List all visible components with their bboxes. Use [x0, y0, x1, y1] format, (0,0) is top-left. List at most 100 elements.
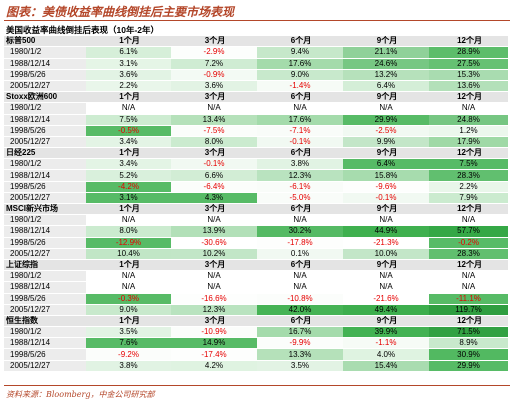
table-row: 1998/5/26 -0.5% -7.5% -7.1% -2.5% 1.2%	[4, 125, 509, 137]
return-cell: -9.6%	[343, 181, 429, 193]
inversion-date: 1998/5/26	[4, 348, 86, 361]
table-row: 1998/5/26 -4.2% -6.4% -6.1% -9.6% 2.2%	[4, 181, 509, 193]
section-name: MSCI新兴市场	[4, 202, 86, 216]
horizon-header: 3个月	[171, 314, 257, 328]
return-cell: 17.6%	[257, 58, 343, 70]
return-cell: -16.6%	[171, 293, 257, 305]
return-cell: N/A	[257, 281, 343, 294]
horizon-header: 1个月	[86, 258, 171, 272]
return-cell: 57.7%	[429, 225, 509, 238]
return-cell: N/A	[257, 214, 343, 227]
return-cell: 24.6%	[343, 58, 429, 70]
return-cell: 3.6%	[171, 80, 257, 93]
inversion-date: 1998/5/26	[4, 237, 86, 249]
return-cell: N/A	[171, 102, 257, 115]
return-cell: 10.4%	[86, 248, 171, 260]
return-cell: 6.6%	[171, 169, 257, 182]
inversion-date: 1988/12/14	[4, 337, 86, 350]
return-cell: 3.5%	[86, 326, 171, 339]
inversion-date: 2005/12/27	[4, 192, 86, 205]
return-cell: 15.8%	[343, 169, 429, 182]
section-name: Stoxx欧洲600	[4, 91, 86, 104]
horizon-header: 6个月	[257, 258, 343, 272]
return-cell: -30.6%	[171, 237, 257, 249]
return-cell: -21.3%	[343, 237, 429, 249]
inversion-date: 1998/5/26	[4, 181, 86, 193]
return-cell: N/A	[343, 102, 429, 115]
return-cell: -12.9%	[86, 237, 171, 249]
return-cell: 14.9%	[171, 337, 257, 350]
return-cell: -5.0%	[257, 192, 343, 205]
return-cell: N/A	[343, 214, 429, 227]
inversion-date: 1980/1/2	[4, 326, 86, 339]
return-cell: -21.6%	[343, 293, 429, 305]
horizon-header: 12个月	[429, 202, 509, 216]
return-cell: -9.9%	[257, 337, 343, 350]
return-cell: 21.1%	[343, 46, 429, 59]
horizon-header: 3个月	[171, 91, 257, 104]
horizon-header: 6个月	[257, 314, 343, 328]
return-cell: 17.6%	[257, 114, 343, 126]
return-cell: 13.4%	[171, 114, 257, 126]
return-cell: N/A	[171, 270, 257, 283]
return-cell: 4.0%	[343, 348, 429, 361]
table-title: 美国收益率曲线倒挂后表现（10年-2年）	[4, 25, 509, 37]
return-cell: 29.9%	[429, 360, 509, 372]
horizon-header: 9个月	[343, 314, 429, 328]
return-cell: 12.3%	[257, 169, 343, 182]
table-row: 1980/1/2 3.4% -0.1% 3.8% 6.4% 7.5%	[4, 158, 509, 171]
return-cell: 4.2%	[171, 360, 257, 372]
table-row: 1980/1/2 N/A N/A N/A N/A N/A	[4, 214, 509, 227]
return-cell: 119.7%	[429, 304, 509, 316]
return-cell: N/A	[86, 270, 171, 283]
inversion-date: 1998/5/26	[4, 69, 86, 81]
footer-divider	[4, 385, 510, 386]
return-cell: 12.3%	[171, 304, 257, 316]
table-row: 2005/12/27 9.0% 12.3% 42.0% 49.4% 119.7%	[4, 304, 509, 316]
inversion-date: 1988/12/14	[4, 169, 86, 182]
return-cell: 3.8%	[257, 158, 343, 171]
return-cell: -0.9%	[171, 69, 257, 81]
return-cell: -9.2%	[86, 348, 171, 361]
return-cell: N/A	[429, 281, 509, 294]
return-cell: 10.2%	[171, 248, 257, 260]
return-cell: 49.4%	[343, 304, 429, 316]
inversion-date: 2005/12/27	[4, 360, 86, 372]
return-cell: 6.4%	[343, 158, 429, 171]
inversion-date: 1980/1/2	[4, 46, 86, 59]
table-row: 1998/5/26 -12.9% -30.6% -17.8% -21.3% -0.2%	[4, 237, 509, 249]
return-cell: 6.1%	[86, 46, 171, 59]
horizon-header: 3个月	[171, 147, 257, 160]
return-cell: N/A	[257, 270, 343, 283]
return-cell: N/A	[429, 102, 509, 115]
return-cell: 7.6%	[86, 337, 171, 350]
return-cell: 28.3%	[429, 248, 509, 260]
return-cell: -11.1%	[429, 293, 509, 305]
return-cell: 4.3%	[171, 192, 257, 205]
return-cell: 13.6%	[429, 80, 509, 93]
section-header-row: 标普500 1个月 3个月 6个月 9个月 12个月	[4, 35, 509, 48]
return-cell: 1.2%	[429, 125, 509, 137]
return-cell: -6.1%	[257, 181, 343, 193]
horizon-header: 9个月	[343, 258, 429, 272]
inversion-date: 1988/12/14	[4, 225, 86, 238]
return-cell: 44.9%	[343, 225, 429, 238]
return-cell: 24.8%	[429, 114, 509, 126]
return-cell: 9.9%	[343, 136, 429, 149]
return-cell: 3.6%	[86, 69, 171, 81]
horizon-header: 1个月	[86, 147, 171, 160]
return-cell: -7.5%	[171, 125, 257, 137]
return-cell: 13.2%	[343, 69, 429, 81]
return-cell: -1.4%	[257, 80, 343, 93]
return-cell: N/A	[171, 214, 257, 227]
table-row: 1998/5/26 3.6% -0.9% 9.0% 13.2% 15.3%	[4, 69, 509, 81]
return-cell: 13.3%	[257, 348, 343, 361]
horizon-header: 9个月	[343, 202, 429, 216]
inversion-date: 1980/1/2	[4, 102, 86, 115]
return-cell: 3.8%	[86, 360, 171, 372]
section-header-row: Stoxx欧洲600 1个月 3个月 6个月 9个月 12个月	[4, 91, 509, 104]
return-cell: 7.9%	[429, 192, 509, 205]
return-cell: 3.1%	[86, 58, 171, 70]
return-cell: N/A	[429, 270, 509, 283]
